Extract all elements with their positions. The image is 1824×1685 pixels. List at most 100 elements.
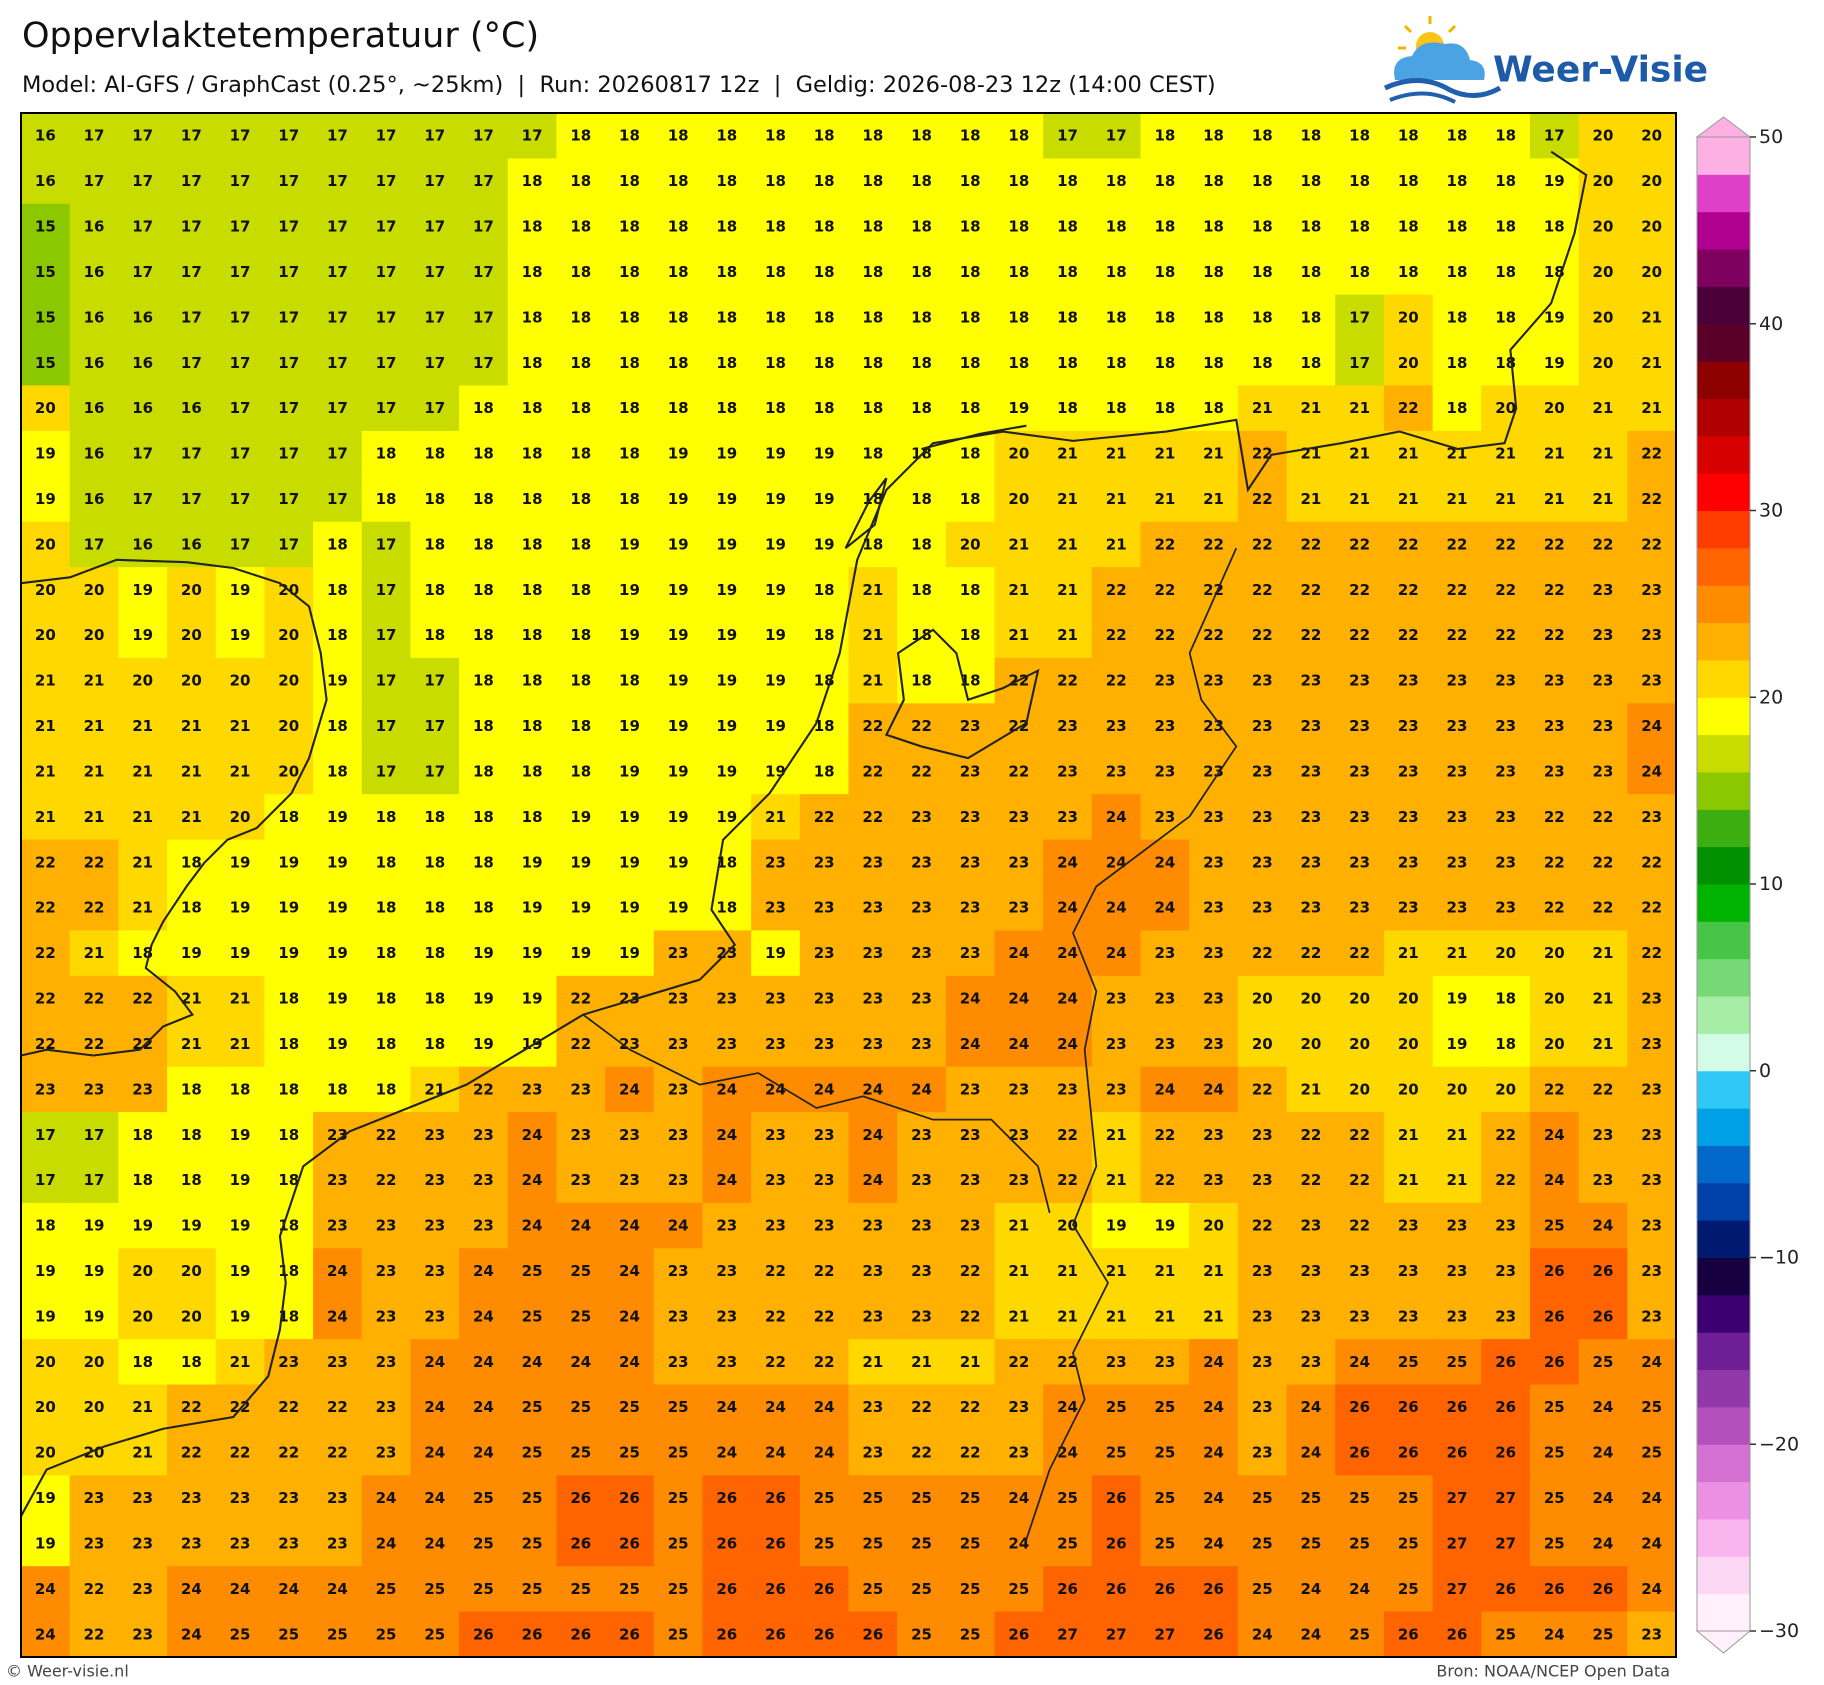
cell-label: 23 bbox=[765, 1126, 786, 1144]
temp-cell bbox=[1286, 113, 1336, 160]
temp-cell bbox=[1335, 1066, 1385, 1113]
temp-cell bbox=[556, 158, 606, 205]
temp-cell bbox=[1189, 1066, 1239, 1113]
cell-label: 25 bbox=[1057, 1489, 1078, 1507]
temp-cell bbox=[1286, 1339, 1336, 1386]
cell-label: 21 bbox=[1593, 990, 1614, 1008]
temp-cell bbox=[1091, 1066, 1142, 1113]
temp-cell bbox=[994, 567, 1044, 614]
cell-label: 23 bbox=[522, 1080, 543, 1098]
cell-label: 24 bbox=[716, 1126, 737, 1144]
temp-cell bbox=[1091, 703, 1142, 750]
temp-cell bbox=[118, 1475, 168, 1522]
cell-label: 23 bbox=[960, 1126, 981, 1144]
cell-label: 21 bbox=[1544, 445, 1565, 463]
cell-label: 17 bbox=[1106, 127, 1127, 145]
temp-cell bbox=[556, 430, 606, 477]
cell-label: 17 bbox=[376, 672, 397, 690]
cell-label: 17 bbox=[376, 717, 397, 735]
temp-cell bbox=[459, 703, 509, 750]
cell-label: 19 bbox=[132, 1217, 153, 1235]
temp-cell bbox=[21, 748, 71, 795]
temp-cell bbox=[1432, 1384, 1482, 1431]
temp-cell bbox=[507, 1066, 558, 1113]
temp-cell bbox=[751, 1021, 801, 1068]
cell-label: 18 bbox=[1398, 127, 1419, 145]
cell-label: 17 bbox=[1349, 308, 1370, 326]
temp-cell bbox=[361, 657, 412, 704]
cell-label: 27 bbox=[1447, 1489, 1468, 1507]
temp-cell bbox=[945, 1202, 996, 1249]
temp-cell bbox=[215, 975, 265, 1022]
cell-label: 18 bbox=[814, 172, 835, 190]
temp-cell bbox=[1383, 975, 1434, 1022]
temp-cell bbox=[994, 340, 1044, 387]
temp-cell bbox=[1189, 1293, 1239, 1340]
cell-label: 23 bbox=[376, 1398, 397, 1416]
temp-cell bbox=[507, 1566, 558, 1613]
temp-cell bbox=[848, 1157, 898, 1204]
cell-label: 15 bbox=[35, 354, 56, 372]
temp-cell bbox=[702, 1202, 752, 1249]
temp-cell bbox=[1189, 1248, 1239, 1295]
temp-cell bbox=[897, 1475, 947, 1522]
cell-label: 23 bbox=[327, 1489, 348, 1507]
cell-label: 18 bbox=[327, 535, 348, 553]
cell-label: 18 bbox=[522, 399, 543, 417]
temp-cell bbox=[1529, 476, 1580, 523]
temp-cell bbox=[410, 975, 460, 1022]
temp-cell bbox=[215, 249, 265, 296]
temp-cell bbox=[313, 294, 363, 341]
cell-label: 20 bbox=[278, 626, 299, 644]
cell-label: 22 bbox=[1593, 535, 1614, 553]
temp-cell bbox=[1189, 1475, 1239, 1522]
temp-cell bbox=[605, 249, 655, 296]
cell-label: 22 bbox=[862, 808, 883, 826]
cell-label: 24 bbox=[522, 1217, 543, 1235]
cell-label: 22 bbox=[376, 1126, 397, 1144]
temp-cell bbox=[313, 748, 363, 795]
cell-label: 17 bbox=[424, 218, 445, 236]
temp-cell bbox=[118, 340, 168, 387]
cell-label: 27 bbox=[1447, 1580, 1468, 1598]
cell-label: 25 bbox=[327, 1625, 348, 1643]
cell-label: 18 bbox=[960, 626, 981, 644]
temp-cell bbox=[799, 249, 850, 296]
cell-label: 18 bbox=[960, 490, 981, 508]
temp-cell bbox=[1140, 1566, 1190, 1613]
temp-cell bbox=[1189, 1566, 1239, 1613]
temp-cell bbox=[264, 113, 314, 160]
temp-cell bbox=[459, 476, 509, 523]
temp-cell bbox=[556, 203, 606, 250]
cell-label: 21 bbox=[1593, 1035, 1614, 1053]
cell-label: 25 bbox=[911, 1580, 932, 1598]
cell-label: 18 bbox=[814, 218, 835, 236]
temp-cell bbox=[1286, 1021, 1336, 1068]
temp-cell bbox=[507, 249, 558, 296]
temp-cell bbox=[410, 1475, 460, 1522]
cell-label: 18 bbox=[716, 172, 737, 190]
cell-label: 19 bbox=[327, 990, 348, 1008]
cell-label: 23 bbox=[716, 1217, 737, 1235]
cell-label: 22 bbox=[84, 1625, 105, 1643]
temp-cell bbox=[1529, 567, 1580, 614]
temp-cell bbox=[361, 1475, 412, 1522]
cell-label: 22 bbox=[1300, 626, 1321, 644]
temp-cell bbox=[1578, 1339, 1628, 1386]
cell-label: 22 bbox=[1641, 899, 1662, 917]
temp-cell bbox=[1286, 612, 1336, 659]
temp-cell bbox=[459, 748, 509, 795]
cell-label: 20 bbox=[1593, 127, 1614, 145]
cell-label: 26 bbox=[1447, 1398, 1468, 1416]
cell-label: 22 bbox=[1593, 853, 1614, 871]
cell-label: 19 bbox=[230, 626, 251, 644]
cell-label: 23 bbox=[1398, 808, 1419, 826]
cell-label: 19 bbox=[1106, 1217, 1127, 1235]
cell-label: 23 bbox=[1106, 1353, 1127, 1371]
cell-label: 24 bbox=[911, 1080, 932, 1098]
temp-cell bbox=[1383, 1384, 1434, 1431]
cell-label: 19 bbox=[814, 490, 835, 508]
cell-label: 19 bbox=[668, 535, 689, 553]
cell-label: 22 bbox=[1300, 1126, 1321, 1144]
temp-cell bbox=[313, 113, 363, 160]
